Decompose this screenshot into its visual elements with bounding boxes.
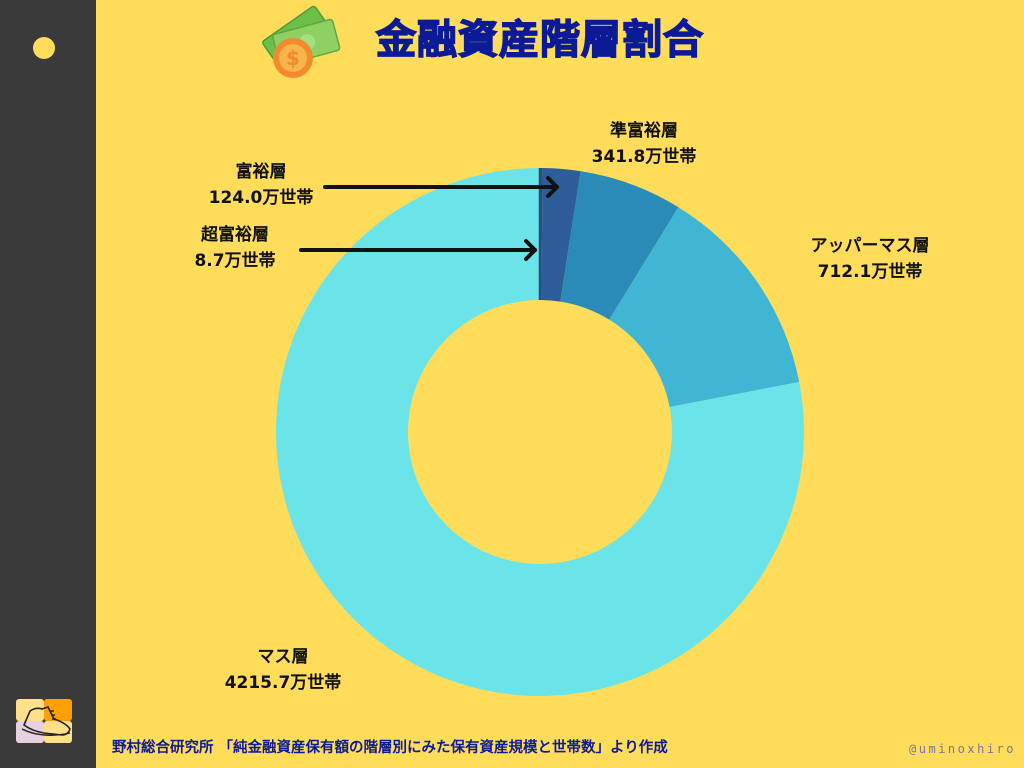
label-name: マス層 — [257, 647, 309, 667]
shoe-logo-icon — [16, 699, 72, 743]
label-value: 8.7万世帯 — [194, 251, 276, 271]
sidebar — [0, 0, 96, 768]
label-value: 712.1万世帯 — [817, 262, 923, 282]
label-name: 富裕層 — [235, 162, 287, 182]
label-ultra-wealthy: 超富裕層 8.7万世帯 — [180, 222, 290, 274]
label-value: 4215.7万世帯 — [224, 673, 342, 693]
arrow-icon — [323, 176, 559, 198]
label-value: 124.0万世帯 — [208, 188, 314, 208]
page-title: 金融資産階層割合 — [375, 16, 704, 64]
label-name: 準富裕層 — [610, 121, 678, 141]
label-mass: マス層 4215.7万世帯 — [208, 644, 358, 696]
label-upper-mass: アッパーマス層 712.1万世帯 — [780, 233, 960, 285]
donut-slice — [541, 168, 581, 302]
dot-icon — [33, 37, 55, 59]
money-coin-icon: $ — [262, 5, 341, 78]
donut-slice — [609, 207, 800, 407]
credit-handle: @uminoxhiro — [909, 742, 1016, 756]
label-semi-wealthy: 準富裕層 341.8万世帯 — [574, 118, 714, 170]
svg-text:$: $ — [286, 46, 300, 70]
label-wealthy: 富裕層 124.0万世帯 — [196, 159, 326, 211]
donut-slice — [276, 168, 805, 697]
label-name: 超富裕層 — [201, 225, 269, 245]
donut-slice — [560, 171, 679, 320]
label-value: 341.8万世帯 — [591, 147, 697, 167]
source-note: 野村総合研究所 「純金融資産保有額の階層別にみた保有資産規模と世帯数」より作成 — [112, 740, 668, 756]
label-name: アッパーマス層 — [810, 236, 930, 256]
arrow-icon — [299, 239, 537, 261]
